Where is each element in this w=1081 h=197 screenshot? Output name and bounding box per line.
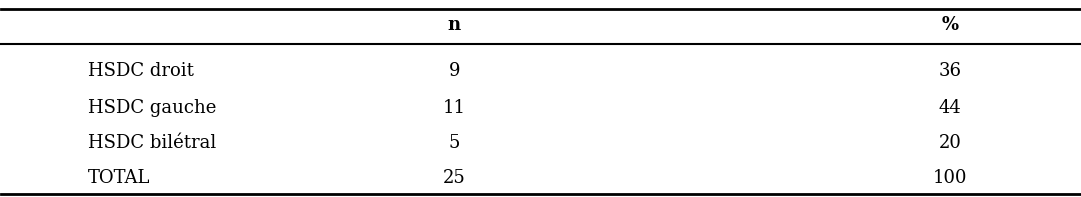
Text: TOTAL: TOTAL [88,169,150,187]
Text: 25: 25 [443,169,466,187]
Text: 9: 9 [449,62,461,80]
Text: HSDC droit: HSDC droit [88,62,193,80]
Text: 100: 100 [933,169,967,187]
Text: 20: 20 [938,134,962,152]
Text: 5: 5 [449,134,459,152]
Text: 36: 36 [938,62,962,80]
Text: n: n [448,16,461,34]
Text: %: % [942,16,959,34]
Text: 11: 11 [443,99,466,117]
Text: 44: 44 [939,99,962,117]
Text: HSDC bilétral: HSDC bilétral [88,134,216,152]
Text: HSDC gauche: HSDC gauche [88,99,216,117]
